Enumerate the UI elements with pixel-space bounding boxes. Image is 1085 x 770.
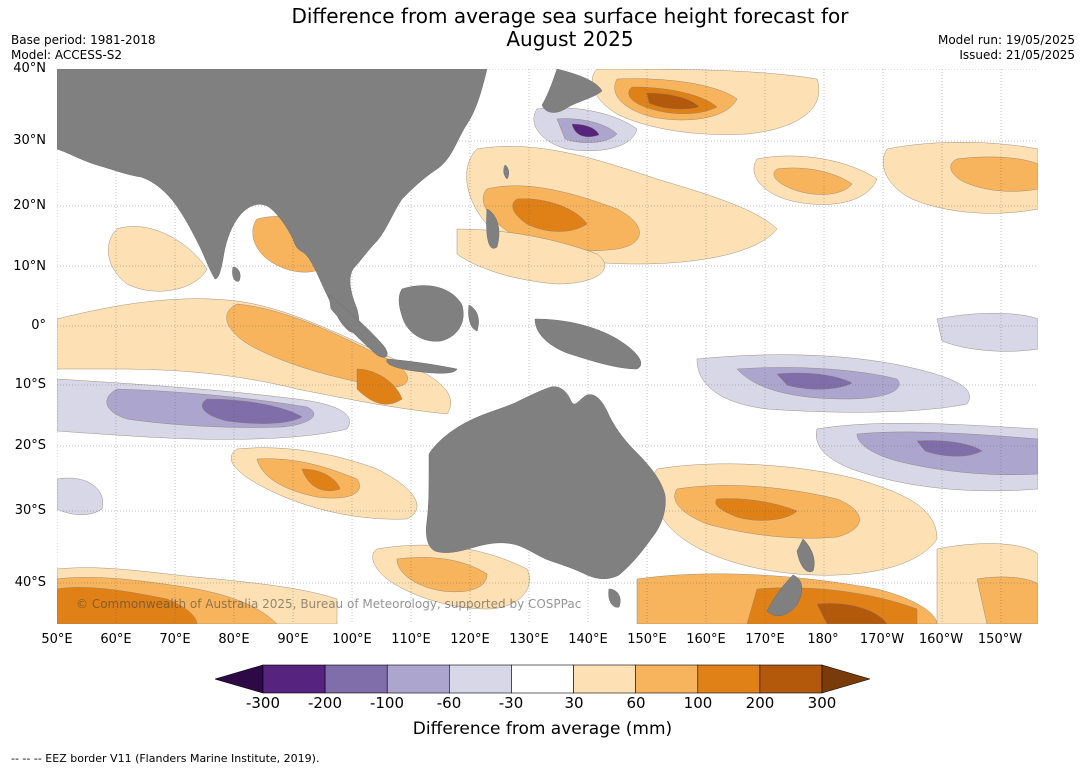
lon-label-110e: 110°E (391, 632, 431, 647)
lat-label-20n: 20°N (13, 198, 46, 213)
chart-title: Difference from average sea surface heig… (0, 5, 1085, 51)
tasmania (608, 588, 621, 608)
map-svg (57, 69, 1038, 624)
lon-label-120e: 120°E (450, 632, 490, 647)
lon-label-90e: 90°E (277, 632, 309, 647)
borneo (398, 285, 464, 342)
colorbar-segment (324, 664, 388, 694)
lon-label-60e: 60°E (100, 632, 132, 647)
copyright-notice: © Commonwealth of Australia 2025, Bureau… (76, 597, 582, 611)
base-period-text: Base period: 1981-2018 (11, 33, 156, 47)
lat-label-20s: 20°S (14, 438, 46, 453)
java (386, 358, 458, 374)
colorbar-tick: -200 (307, 694, 343, 712)
colorbar-arrow-high (821, 664, 872, 694)
title-line-1: Difference from average sea surface heig… (291, 4, 849, 28)
lat-label-30s: 30°S (14, 503, 46, 518)
colorbar-segment (511, 664, 574, 694)
lat-label-30n: 30°N (13, 133, 46, 148)
colorbar-segment (635, 664, 699, 694)
anomaly-fields (57, 69, 1038, 624)
colorbar-tick: 300 (807, 694, 837, 712)
model-text: Model: ACCESS-S2 (11, 48, 123, 62)
lat-label-equator: 0° (31, 318, 46, 333)
colorbar (213, 663, 872, 695)
colorbar-arrow-low (213, 664, 264, 694)
title-line-2: August 2025 (506, 27, 634, 51)
colorbar-tick: -60 (436, 694, 462, 712)
colorbar-tick: 200 (745, 694, 775, 712)
lon-label-170w: 170°W (859, 632, 905, 647)
lon-label-150e: 150°E (627, 632, 667, 647)
australia-landmass (426, 386, 666, 579)
new-zealand-south (766, 574, 803, 617)
lon-label-170e: 170°E (745, 632, 785, 647)
new-guinea (534, 318, 642, 370)
issued-text: Issued: 21/05/2025 (959, 48, 1075, 62)
colorbar-tick: -30 (498, 694, 524, 712)
lon-label-50e: 50°E (41, 632, 73, 647)
colorbar-segment (573, 664, 636, 694)
colorbar-tick: 60 (626, 694, 646, 712)
lon-label-130e: 130°E (509, 632, 549, 647)
colorbar-segment (449, 664, 512, 694)
philippines (486, 208, 500, 249)
lat-label-40n: 40°N (13, 61, 46, 76)
colorbar-segment (262, 664, 326, 694)
colorbar-segment (386, 664, 450, 694)
lon-label-140e: 140°E (568, 632, 608, 647)
metadata-left: Base period: 1981-2018 Model: ACCESS-S2 (11, 33, 156, 63)
colorbar-segment (697, 664, 761, 694)
colorbar-svg (213, 664, 872, 694)
landmasses (57, 69, 815, 617)
lon-label-150w: 150°W (977, 632, 1023, 647)
colorbar-tick: 30 (564, 694, 584, 712)
japan (541, 69, 603, 113)
lon-label-80e: 80°E (218, 632, 250, 647)
colorbar-segment (759, 664, 823, 694)
colorbar-label: Difference from average (mm) (412, 719, 673, 739)
lon-label-100e: 100°E (332, 632, 372, 647)
lat-label-10s: 10°S (14, 377, 46, 392)
eez-footnote: -- -- -- EEZ border V11 (Flanders Marine… (11, 752, 320, 765)
metadata-right: Model run: 19/05/2025 Issued: 21/05/2025 (938, 33, 1075, 63)
sulawesi (468, 304, 479, 332)
colorbar-tick: -100 (369, 694, 405, 712)
colorbar-tick: -300 (245, 694, 281, 712)
sumatra (328, 294, 388, 358)
model-run-text: Model run: 19/05/2025 (937, 33, 1075, 47)
taiwan (503, 164, 509, 180)
lat-label-40s: 40°S (14, 575, 46, 590)
sea-surface-height-map (57, 69, 1038, 624)
lon-label-180: 180° (807, 632, 839, 647)
new-zealand-north (796, 538, 815, 573)
lon-label-160e: 160°E (686, 632, 726, 647)
asia-landmass (57, 69, 488, 333)
lon-label-160w: 160°W (918, 632, 964, 647)
lon-label-70e: 70°E (159, 632, 191, 647)
sri-lanka (232, 266, 241, 282)
colorbar-tick: 100 (683, 694, 713, 712)
lat-label-10n: 10°N (13, 259, 46, 274)
